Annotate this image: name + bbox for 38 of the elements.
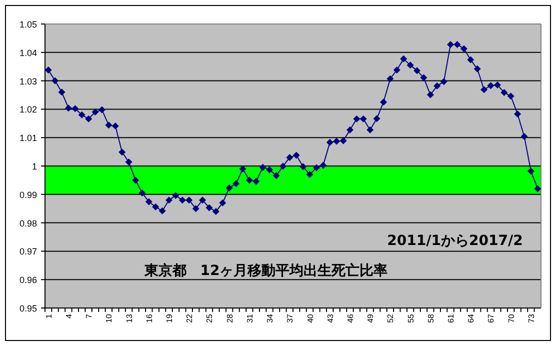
x-tick-label: 34 bbox=[266, 313, 275, 323]
x-tick-label: 64 bbox=[466, 313, 476, 323]
x-tick-label: 49 bbox=[366, 313, 376, 323]
x-tick-label: 43 bbox=[326, 313, 335, 323]
x-tick-label: 25 bbox=[205, 313, 214, 323]
x-tick-label: 22 bbox=[185, 313, 194, 323]
y-tick-label: 0.95 bbox=[19, 304, 37, 314]
y-tick-label: 0.97 bbox=[19, 246, 37, 257]
x-tick-label: 70 bbox=[506, 313, 516, 323]
x-tick-label: 19 bbox=[165, 313, 174, 323]
x-tick-label: 1 bbox=[44, 313, 54, 318]
x-tick-label: 58 bbox=[426, 313, 436, 323]
y-tick-label: 0.98 bbox=[19, 218, 37, 228]
annotation: 東京都 12ヶ月移動平均出生死亡比率 bbox=[143, 262, 388, 279]
y-tick-label: 1.03 bbox=[19, 76, 37, 86]
y-tick-label: 1.02 bbox=[19, 104, 37, 115]
x-tick-label: 13 bbox=[124, 313, 134, 323]
x-tick-label: 73 bbox=[526, 313, 536, 323]
x-tick-label: 55 bbox=[406, 313, 416, 323]
annotation: 2011/1から2017/2 bbox=[387, 233, 523, 249]
y-tick-label: 1.04 bbox=[19, 48, 37, 58]
y-tick-label: 1 bbox=[32, 162, 37, 172]
x-tick-label: 28 bbox=[225, 313, 234, 323]
x-tick-label: 7 bbox=[84, 313, 94, 318]
x-tick-label: 10 bbox=[104, 313, 114, 323]
x-tick-label: 31 bbox=[245, 313, 254, 323]
y-tick-label: 1.01 bbox=[19, 133, 37, 144]
x-tick-label: 46 bbox=[346, 313, 355, 323]
x-tick-label: 40 bbox=[306, 313, 315, 323]
x-tick-label: 61 bbox=[446, 313, 456, 323]
y-tick-label: 1.05 bbox=[19, 20, 37, 30]
y-tick-label: 0.99 bbox=[19, 190, 37, 200]
x-tick-label: 52 bbox=[386, 313, 396, 323]
x-tick-label: 16 bbox=[144, 313, 154, 323]
y-tick-label: 0.96 bbox=[19, 275, 37, 286]
x-tick-label: 4 bbox=[64, 313, 74, 318]
x-tick-label: 37 bbox=[286, 313, 295, 323]
x-tick-label: 67 bbox=[486, 313, 496, 323]
